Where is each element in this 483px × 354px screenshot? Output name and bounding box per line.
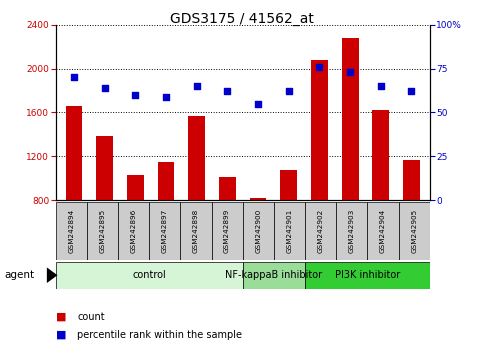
Text: PI3K inhibitor: PI3K inhibitor [335,270,400,280]
Bar [212,202,243,260]
Bar [336,202,368,260]
Text: GDS3175 / 41562_at: GDS3175 / 41562_at [170,12,313,27]
Text: GSM242896: GSM242896 [130,209,137,253]
Bar [87,202,118,260]
Text: GSM242905: GSM242905 [411,209,417,253]
Bar [368,202,398,260]
Text: GSM242898: GSM242898 [193,209,199,253]
Point [224,88,231,94]
Point [315,64,323,70]
Text: GSM242899: GSM242899 [224,209,230,253]
Bar [188,116,205,287]
Bar [403,160,420,287]
Bar [219,177,236,287]
Point [285,88,293,94]
Point [346,69,354,75]
Bar [372,110,389,287]
Bar [341,38,358,287]
Point [101,85,109,91]
Text: GSM242897: GSM242897 [162,209,168,253]
Bar [56,202,87,260]
Bar [311,60,328,287]
Bar [180,202,212,260]
Text: GSM242904: GSM242904 [380,209,386,253]
Text: count: count [77,312,105,322]
Bar [66,106,83,287]
Text: GSM242901: GSM242901 [286,209,293,253]
Text: control: control [132,270,166,280]
Bar [398,202,430,260]
Point [131,92,139,98]
Bar [96,137,113,287]
Text: ■: ■ [56,312,66,322]
Point [193,83,200,89]
Point [377,83,384,89]
Text: GSM242900: GSM242900 [256,209,261,253]
Bar [118,202,149,260]
Text: GSM242895: GSM242895 [99,209,105,253]
Bar [242,202,274,260]
Bar [242,262,305,289]
Bar [305,202,336,260]
Point [162,94,170,99]
Text: GSM242902: GSM242902 [318,209,324,253]
Text: GSM242894: GSM242894 [68,209,74,253]
Bar [305,262,430,289]
Bar [56,262,242,289]
Bar [157,162,174,287]
Text: agent: agent [5,270,35,280]
Bar [274,202,305,260]
Point [70,75,78,80]
Bar [149,202,180,260]
Bar [280,170,297,287]
Bar [127,175,144,287]
Text: percentile rank within the sample: percentile rank within the sample [77,330,242,339]
Text: GSM242903: GSM242903 [349,209,355,253]
Text: NF-kappaB inhibitor: NF-kappaB inhibitor [226,270,323,280]
Text: ■: ■ [56,330,66,339]
Point [408,88,415,94]
Bar [250,198,267,287]
Point [254,101,262,107]
